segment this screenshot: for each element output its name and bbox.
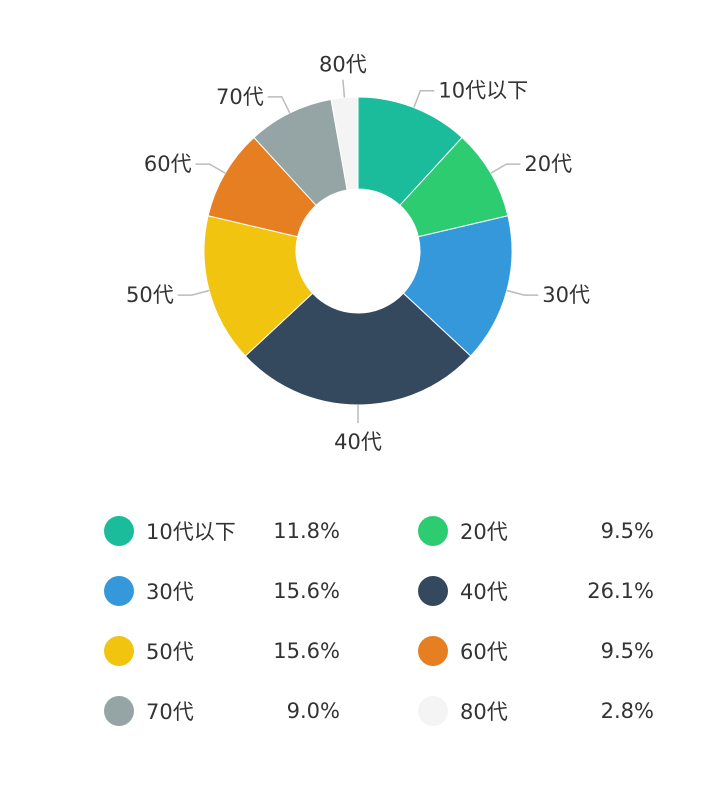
legend-item-8: 80代 2.8% [418, 692, 654, 730]
pie-slice-3 [402, 215, 513, 357]
pie-slice-4 [244, 292, 472, 406]
legend-value: 26.1% [587, 579, 654, 603]
legend-item-6: 60代 9.5% [418, 632, 654, 670]
legend-value: 9.0% [286, 699, 340, 723]
leader-line-3 [506, 289, 539, 296]
legend-label: 10代以下 [146, 520, 236, 544]
legend-swatch [418, 696, 448, 726]
legend-label: 50代 [146, 640, 194, 664]
pie-slice-5 [203, 215, 314, 357]
legend-label: 70代 [146, 700, 194, 724]
slice-label-7: 70代 [216, 85, 264, 109]
slice-label-1: 10代以下 [438, 79, 528, 103]
slice-label-5: 50代 [126, 283, 174, 307]
legend-item-4: 40代 26.1% [418, 572, 654, 610]
legend-item-3: 30代 15.6% [104, 572, 340, 610]
legend-value: 11.8% [273, 519, 340, 543]
legend-swatch [104, 636, 134, 666]
legend: 10代以下 11.8% 20代 9.5% 30代 15.6% 40代 26.1% 50代 15.6… [104, 512, 654, 730]
legend-label: 20代 [460, 520, 508, 544]
legend-item-5: 50代 15.6% [104, 632, 340, 670]
legend-item-1: 10代以下 11.8% [104, 512, 340, 550]
legend-label: 30代 [146, 580, 194, 604]
slice-label-4: 40代 [334, 430, 382, 454]
legend-label: 60代 [460, 640, 508, 664]
legend-value: 2.8% [600, 699, 654, 723]
legend-value: 15.6% [273, 639, 340, 663]
leader-line-1 [413, 89, 435, 108]
legend-item-2: 20代 9.5% [418, 512, 654, 550]
legend-swatch [418, 516, 448, 546]
legend-item-7: 70代 9.0% [104, 692, 340, 730]
donut-chart: 10代以下 20代 30代 40代 50代 60代 70代 80代 [126, 53, 590, 454]
legend-swatch [104, 516, 134, 546]
leader-line-2 [490, 163, 521, 174]
legend-swatch [104, 576, 134, 606]
slice-label-6: 60代 [144, 152, 192, 176]
leader-line-5 [177, 289, 210, 296]
slice-label-2: 20代 [524, 152, 572, 176]
legend-value: 9.5% [600, 639, 654, 663]
slice-label-8: 80代 [319, 53, 367, 77]
leader-line-7 [267, 96, 291, 114]
legend-value: 15.6% [273, 579, 340, 603]
legend-value: 9.5% [600, 519, 654, 543]
legend-label: 40代 [460, 580, 508, 604]
legend-swatch [418, 636, 448, 666]
legend-label: 80代 [460, 700, 508, 724]
slice-label-3: 30代 [542, 283, 590, 307]
legend-swatch [104, 696, 134, 726]
pie-slice-8 [330, 96, 359, 191]
legend-swatch [418, 576, 448, 606]
leader-line-8 [342, 79, 346, 98]
leader-line-6 [195, 163, 226, 174]
